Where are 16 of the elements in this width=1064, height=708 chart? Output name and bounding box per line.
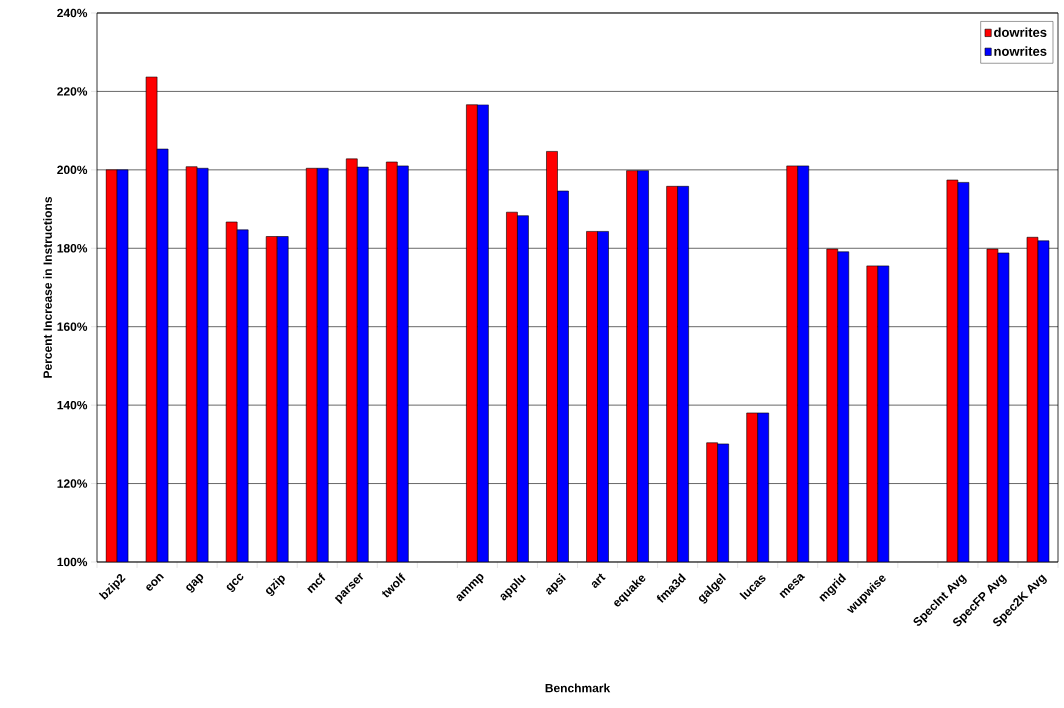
x-tick-label: gcc	[226, 573, 244, 593]
y-axis-title: Percent Increase in Instructions	[43, 196, 52, 378]
legend-label: nowrites	[994, 46, 1047, 56]
legend-label: dowrites	[994, 27, 1047, 37]
y-tick-label: 160%	[57, 322, 88, 331]
y-tick-label: 100%	[57, 557, 88, 567]
y-tick-label: 120%	[57, 479, 88, 488]
x-axis-title: Benchmark	[545, 683, 611, 693]
y-tick-label: 180%	[57, 244, 88, 253]
y-tick-label: 140%	[57, 400, 88, 410]
y-tick-label: 240%	[57, 8, 88, 18]
x-tick-label: eon	[146, 573, 164, 591]
y-tick-label: 220%	[57, 87, 88, 96]
y-tick-label: 200%	[57, 165, 88, 175]
x-tick-label: gap	[186, 573, 204, 593]
x-tick-label: art	[591, 573, 606, 589]
